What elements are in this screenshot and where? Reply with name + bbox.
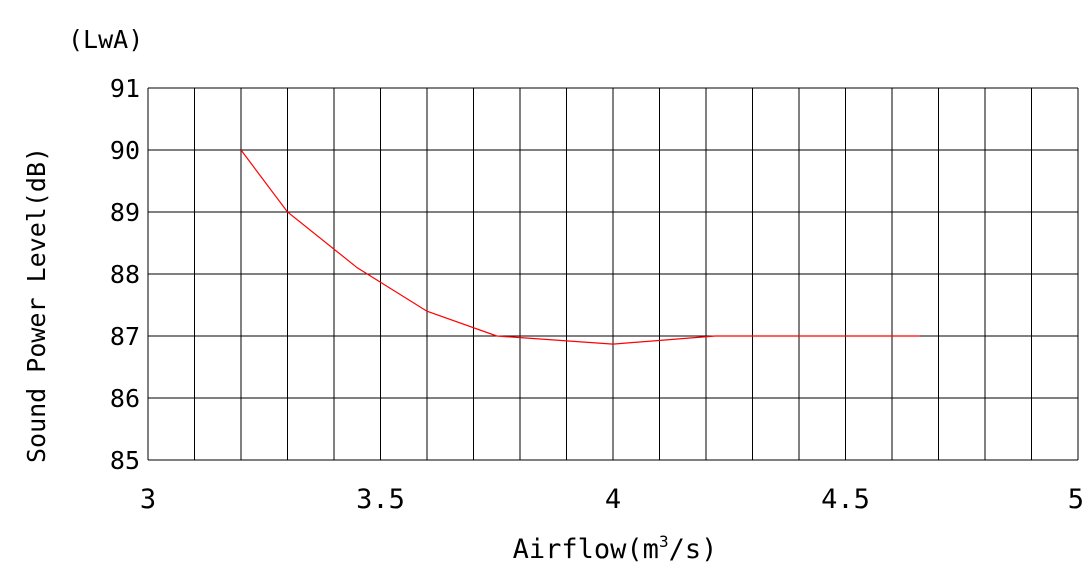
- x-axis-label-prefix: Airflow(m: [513, 534, 659, 565]
- tick-labels: 85 86 87 88 89 90 91 3 3.5 4 4.5 5: [110, 74, 1084, 515]
- series-line: [240, 149, 920, 345]
- x-tick-label: 4: [605, 484, 621, 515]
- y-tick-label: 88: [110, 260, 140, 289]
- series-layer: [240, 149, 920, 345]
- y-tick-label: 85: [110, 446, 140, 475]
- x-axis-label-suffix: /s): [669, 534, 718, 565]
- x-tick-label: 3: [140, 484, 156, 515]
- x-tick-label: 3.5: [356, 484, 405, 515]
- chart-grid: [147, 87, 1079, 461]
- x-axis-label: Airflow(m3/s): [513, 532, 718, 565]
- x-tick-label: 5: [1068, 484, 1084, 515]
- y-tick-label: 90: [110, 136, 140, 165]
- unit-label: (LwA): [68, 25, 143, 54]
- y-axis-label: Sound Power Level(dB): [22, 147, 51, 463]
- x-axis-label-superscript: 3: [659, 532, 669, 551]
- y-tick-label: 91: [110, 74, 140, 103]
- y-tick-label: 86: [110, 384, 140, 413]
- y-tick-label: 87: [110, 322, 140, 351]
- x-tick-label: 4.5: [821, 484, 870, 515]
- y-tick-label: 89: [110, 198, 140, 227]
